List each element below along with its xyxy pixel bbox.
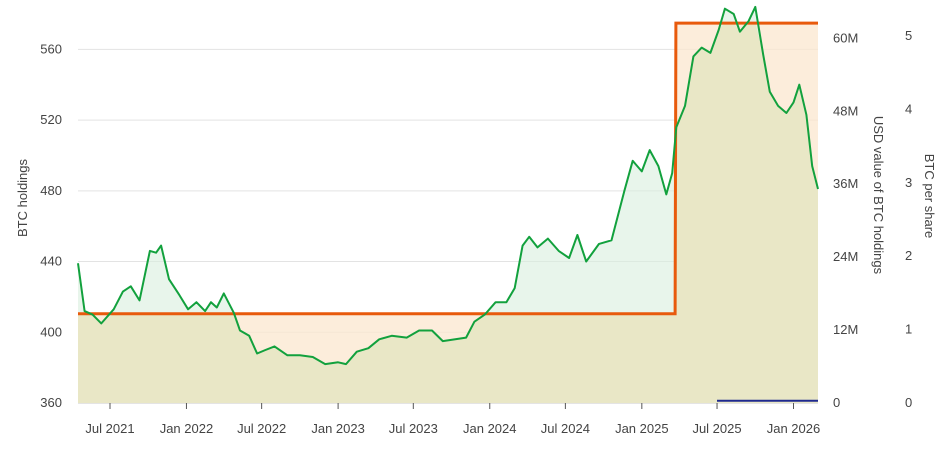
y-left-tick-label: 400 [40,324,62,339]
overlap-area [78,23,818,403]
y-right-1-tick-label: 24M [833,249,858,264]
y-right-2-tick-label: 1 [905,322,912,337]
x-tick-label: Jan 2024 [463,421,517,436]
y-left-axis-label: BTC holdings [15,158,30,237]
y-right-2-tick-label: 5 [905,28,912,43]
x-tick-label: Jan 2026 [767,421,821,436]
y-right-1-tick-label: 12M [833,322,858,337]
x-tick-label: Jan 2023 [311,421,365,436]
x-axis-ticks: Jul 2021 Jan 2022 Jul 2022 Jan 2023 Jul 2023… [85,403,820,436]
x-tick-label: Jul 2025 [692,421,741,436]
y-right-2-tick-label: 2 [905,248,912,263]
y-right-1-ticks: 0 12M 24M 36M 48M 60M [833,30,858,410]
y-right-1-axis-label: USD value of BTC holdings [871,116,886,275]
y-left-tick-label: 440 [40,254,62,269]
x-tick-label: Jan 2022 [160,421,214,436]
y-left-tick-label: 520 [40,112,62,127]
y-right-1-tick-label: 36M [833,176,858,191]
y-right-2-axis-label: BTC per share [922,154,937,239]
y-left-tick-label: 560 [40,41,62,56]
y-left-ticks: 360 400 440 480 520 560 [40,41,62,410]
x-tick-label: Jul 2024 [541,421,590,436]
x-tick-label: Jan 2025 [615,421,669,436]
y-left-tick-label: 480 [40,183,62,198]
x-tick-label: Jul 2021 [85,421,134,436]
series-lines [77,5,819,402]
area-fills [78,6,818,404]
y-right-1-tick-label: 48M [833,103,858,118]
y-right-2-tick-label: 4 [905,101,912,116]
y-right-2-ticks: 0 1 2 3 4 5 [905,28,912,410]
x-tick-label: Jul 2022 [237,421,286,436]
y-right-1-tick-label: 60M [833,30,858,45]
btc-holdings-line [77,5,819,366]
y-right-2-tick-label: 0 [905,395,912,410]
y-right-1-tick-label: 0 [833,395,840,410]
btc-holdings-area [78,6,818,404]
x-tick-label: Jul 2023 [389,421,438,436]
y-right-2-tick-label: 3 [905,175,912,190]
y-left-tick-label: 360 [40,395,62,410]
